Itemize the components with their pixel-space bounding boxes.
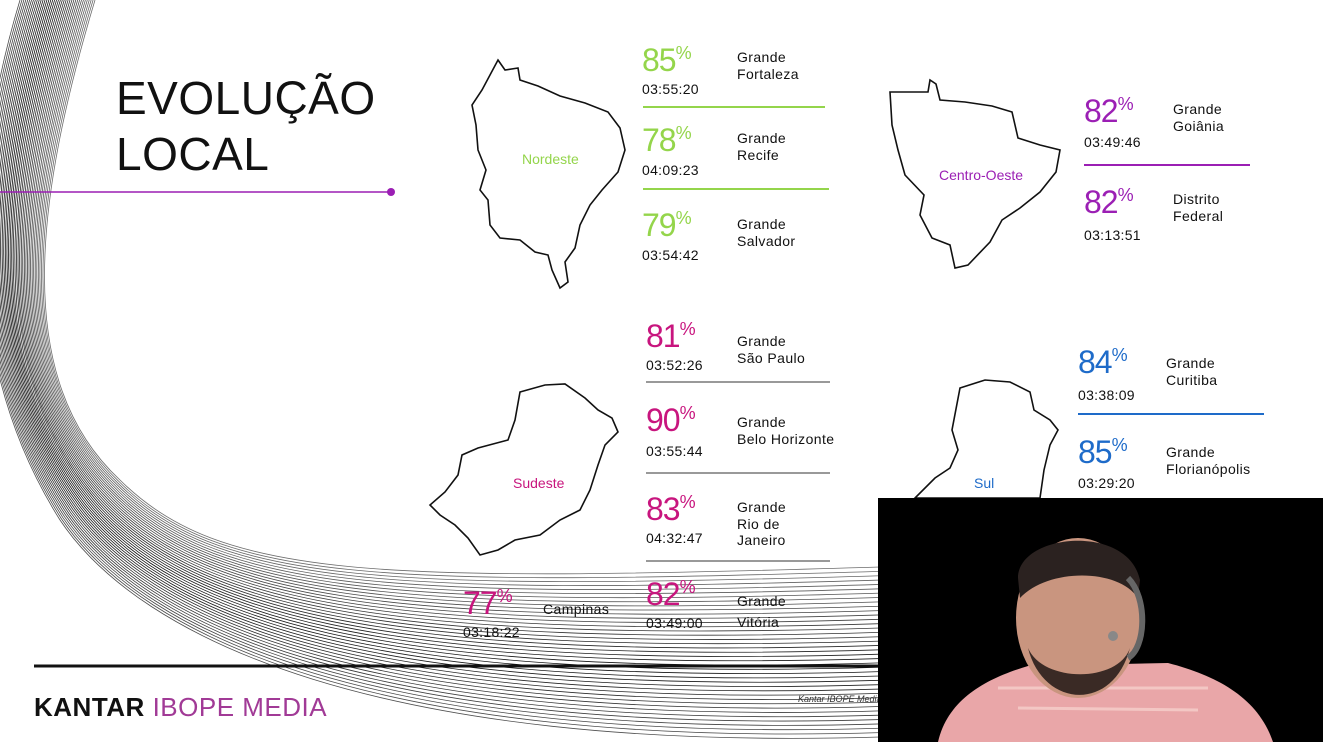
title-underline-dot [387, 188, 395, 196]
slide-footnote: Kantar IBOPE Media [798, 694, 882, 704]
separator [643, 188, 829, 190]
city-name-curitiba: Grande Curitiba [1166, 355, 1218, 388]
stat-time-rio-de-janeiro: 04:32:47 [646, 530, 703, 546]
stat-percent-salvador: 79% [642, 207, 692, 243]
webcam-video-overlay [878, 498, 1323, 742]
stat-percent-goiania: 82% [1084, 93, 1134, 129]
wave-lines-graphic [0, 0, 881, 739]
separator [1084, 164, 1250, 166]
city-name-rio-de-janeiro: Grande Rio de Janeiro [737, 499, 787, 548]
city-name-campinas: Campinas [543, 601, 610, 617]
separator [646, 381, 830, 383]
city-name-vitoria: Grande Vitória [737, 593, 787, 630]
city-name-salvador: Grande Salvador [737, 216, 796, 249]
city-name-distrito-federal: Distrito Federal [1173, 191, 1224, 224]
map-sul [913, 379, 1059, 499]
separator [646, 560, 830, 562]
city-name-florianopolis: Grande Florianópolis [1166, 444, 1251, 477]
logo-kantar: KANTAR [34, 692, 145, 722]
stat-time-belo-horizonte: 03:55:44 [646, 443, 703, 459]
city-name-belo-horizonte: Grande Belo Horizonte [737, 414, 835, 447]
page-title-line-2: LOCAL [116, 128, 270, 180]
stat-time-florianopolis: 03:29:20 [1078, 475, 1135, 491]
stat-time-distrito-federal: 03:13:51 [1084, 227, 1141, 243]
stat-percent-distrito-federal: 82% [1084, 184, 1134, 220]
stat-percent-rio-de-janeiro: 83% [646, 491, 696, 527]
stat-time-recife: 04:09:23 [642, 162, 699, 178]
city-name-sao-paulo: Grande São Paulo [737, 333, 806, 366]
separator [643, 106, 825, 108]
region-label-centro-oeste: Centro-Oeste [939, 167, 1024, 183]
stat-percent-belo-horizonte: 90% [646, 402, 696, 438]
stat-percent-curitiba: 84% [1078, 344, 1128, 380]
region-label-sul: Sul [974, 475, 995, 491]
map-sudeste [428, 383, 619, 556]
logo-ibope-media: IBOPE MEDIA [152, 692, 328, 722]
stat-time-sao-paulo: 03:52:26 [646, 357, 703, 373]
region-label-sudeste: Sudeste [513, 475, 565, 491]
stat-percent-vitoria: 82% [646, 576, 696, 612]
page-title: EVOLUÇÃO LOCAL [116, 70, 376, 182]
stat-percent-sao-paulo: 81% [646, 318, 696, 354]
stat-percent-fortaleza: 85% [642, 42, 692, 78]
kantar-ibope-logo: KANTAR IBOPE MEDIA [34, 692, 327, 723]
separator [646, 472, 830, 474]
map-centro-oeste [889, 78, 1061, 269]
stat-time-goiania: 03:49:46 [1084, 134, 1141, 150]
city-name-recife: Grande Recife [737, 130, 787, 163]
city-name-fortaleza: Grande Fortaleza [737, 49, 799, 82]
map-nordeste [471, 58, 626, 290]
stat-time-vitoria: 03:49:00 [646, 615, 703, 631]
region-label-nordeste: Nordeste [522, 151, 579, 167]
stat-percent-florianopolis: 85% [1078, 434, 1128, 470]
stat-percent-campinas: 77% [463, 585, 513, 621]
presenter-video-feed [878, 498, 1323, 742]
stat-time-salvador: 03:54:42 [642, 247, 699, 263]
separator [1078, 413, 1264, 415]
stat-time-curitiba: 03:38:09 [1078, 387, 1135, 403]
stat-time-fortaleza: 03:55:20 [642, 81, 699, 97]
stat-percent-recife: 78% [642, 122, 692, 158]
city-name-goiania: Grande Goiânia [1173, 101, 1225, 134]
page-title-line-1: EVOLUÇÃO [116, 72, 376, 124]
stat-time-campinas: 03:18:22 [463, 624, 520, 640]
